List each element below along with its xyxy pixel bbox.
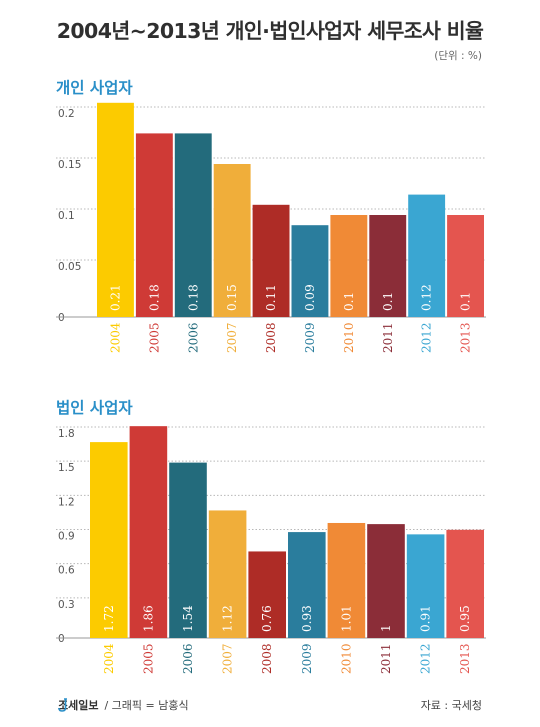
corporate-bar-chart: 0 0.3 0.6 0.9 1.2 1.5 1.8 1.72 2004 1.86 2005 1.54 2…: [56, 426, 486, 674]
brand-logo-icon: [58, 698, 67, 712]
corporate-value-label: 0.93: [300, 605, 314, 632]
individual-bar-2008: [252, 204, 290, 317]
individual-value-label: 0.12: [420, 284, 434, 311]
corporate-year-label: 2005: [141, 643, 155, 674]
individual-bar-2013: [447, 215, 484, 317]
individual-value-label: 0.1: [459, 292, 473, 311]
corporate-y-tick-label: 0.3: [58, 599, 75, 611]
individual-value-label: 0.18: [147, 284, 161, 311]
corporate-bar-2009: [288, 532, 326, 638]
corporate-value-label: 1.54: [181, 605, 195, 632]
footer-credit: 조세일보 / 그래픽 = 남홍식: [58, 697, 189, 713]
individual-bar-2012: [408, 194, 446, 317]
corporate-bar-2004: [90, 442, 128, 638]
corporate-year-label: 2006: [181, 643, 195, 674]
individual-value-label: 0.1: [342, 292, 356, 311]
corporate-value-label: 1.86: [141, 605, 155, 632]
individual-year-label: 2013: [459, 322, 473, 353]
individual-year-label: 2009: [303, 322, 317, 353]
individual-y-tick-label: 0.1: [58, 210, 75, 222]
individual-year-label: 2007: [225, 322, 239, 353]
individual-y-tick-label: 0: [58, 312, 65, 324]
corporate-year-label: 2007: [221, 643, 235, 674]
corporate-value-label: 0.95: [458, 605, 472, 632]
individual-bar-chart: 0 0.05 0.1 0.15 0.2 0.21 2004 0.18 2005 0.18 2006 0…: [56, 102, 486, 353]
individual-year-label: 2008: [264, 322, 278, 353]
corporate-y-tick-label: 1.2: [58, 496, 75, 508]
unit-label: (단위 : %): [434, 50, 482, 62]
corporate-value-label: 1.01: [339, 605, 353, 632]
corporate-year-label: 2013: [458, 643, 472, 674]
corporate-bar-2005: [129, 426, 168, 638]
corporate-year-label: 2011: [379, 643, 393, 674]
corporate-section-title: 법인 사업자: [56, 399, 133, 417]
corporate-value-label: 1.72: [102, 605, 116, 632]
individual-value-label: 0.15: [225, 284, 239, 311]
individual-value-label: 0.18: [186, 284, 200, 311]
individual-value-label: 0.21: [108, 284, 122, 311]
individual-bar-2010: [330, 215, 368, 317]
individual-year-label: 2006: [186, 322, 200, 353]
chart-title: 2004년~2013년 개인·법인사업자 세무조사 비율: [56, 19, 484, 43]
corporate-y-tick-label: 0.9: [58, 531, 75, 543]
individual-y-tick-label: 0.2: [58, 108, 75, 120]
individual-year-label: 2004: [108, 322, 122, 353]
corporate-bar-2007: [208, 510, 247, 638]
corporate-year-label: 2009: [300, 643, 314, 674]
individual-value-label: 0.1: [381, 292, 395, 311]
individual-y-tick-label: 0.15: [58, 159, 81, 171]
corporate-year-label: 2010: [339, 643, 353, 674]
individual-value-label: 0.11: [264, 284, 278, 311]
corporate-year-label: 2008: [260, 643, 274, 674]
individual-year-label: 2011: [381, 322, 395, 353]
footer-source: 자료 : 국세청: [420, 699, 482, 712]
individual-bar-2006: [174, 133, 212, 317]
corporate-value-label: 0.91: [419, 605, 433, 632]
footer-graphic-credit: / 그래픽 = 남홍식: [104, 699, 189, 712]
individual-value-label: 0.09: [303, 284, 317, 311]
corporate-value-label: 1.12: [221, 605, 235, 632]
corporate-y-tick-label: 1.5: [58, 462, 75, 474]
corporate-year-label: 2004: [102, 643, 116, 674]
individual-year-label: 2012: [420, 322, 434, 353]
corporate-bar-2008: [248, 551, 286, 638]
individual-bar-2005: [135, 133, 173, 317]
corporate-bar-2006: [169, 462, 207, 638]
individual-y-tick-label: 0.05: [58, 261, 81, 273]
corporate-bar-2013: [446, 529, 484, 638]
corporate-bar-2010: [327, 522, 366, 638]
individual-bar-2009: [291, 225, 329, 317]
corporate-bar-2011: [367, 524, 405, 638]
footer-brand: 조세일보: [58, 699, 99, 712]
corporate-y-tick-label: 0.6: [58, 565, 75, 577]
corporate-year-label: 2012: [419, 643, 433, 674]
individual-year-label: 2005: [147, 322, 161, 353]
individual-year-label: 2010: [342, 322, 356, 353]
individual-bar-2011: [369, 215, 407, 317]
individual-bar-2004: [97, 102, 134, 317]
individual-section-title: 개인 사업자: [56, 79, 133, 97]
corporate-y-tick-label: 1.8: [58, 428, 75, 440]
individual-bar-2007: [213, 164, 251, 317]
corporate-y-tick-label: 0: [58, 633, 65, 645]
corporate-bar-2012: [406, 534, 445, 638]
corporate-value-label: 1: [379, 624, 393, 632]
corporate-value-label: 0.76: [260, 605, 274, 632]
